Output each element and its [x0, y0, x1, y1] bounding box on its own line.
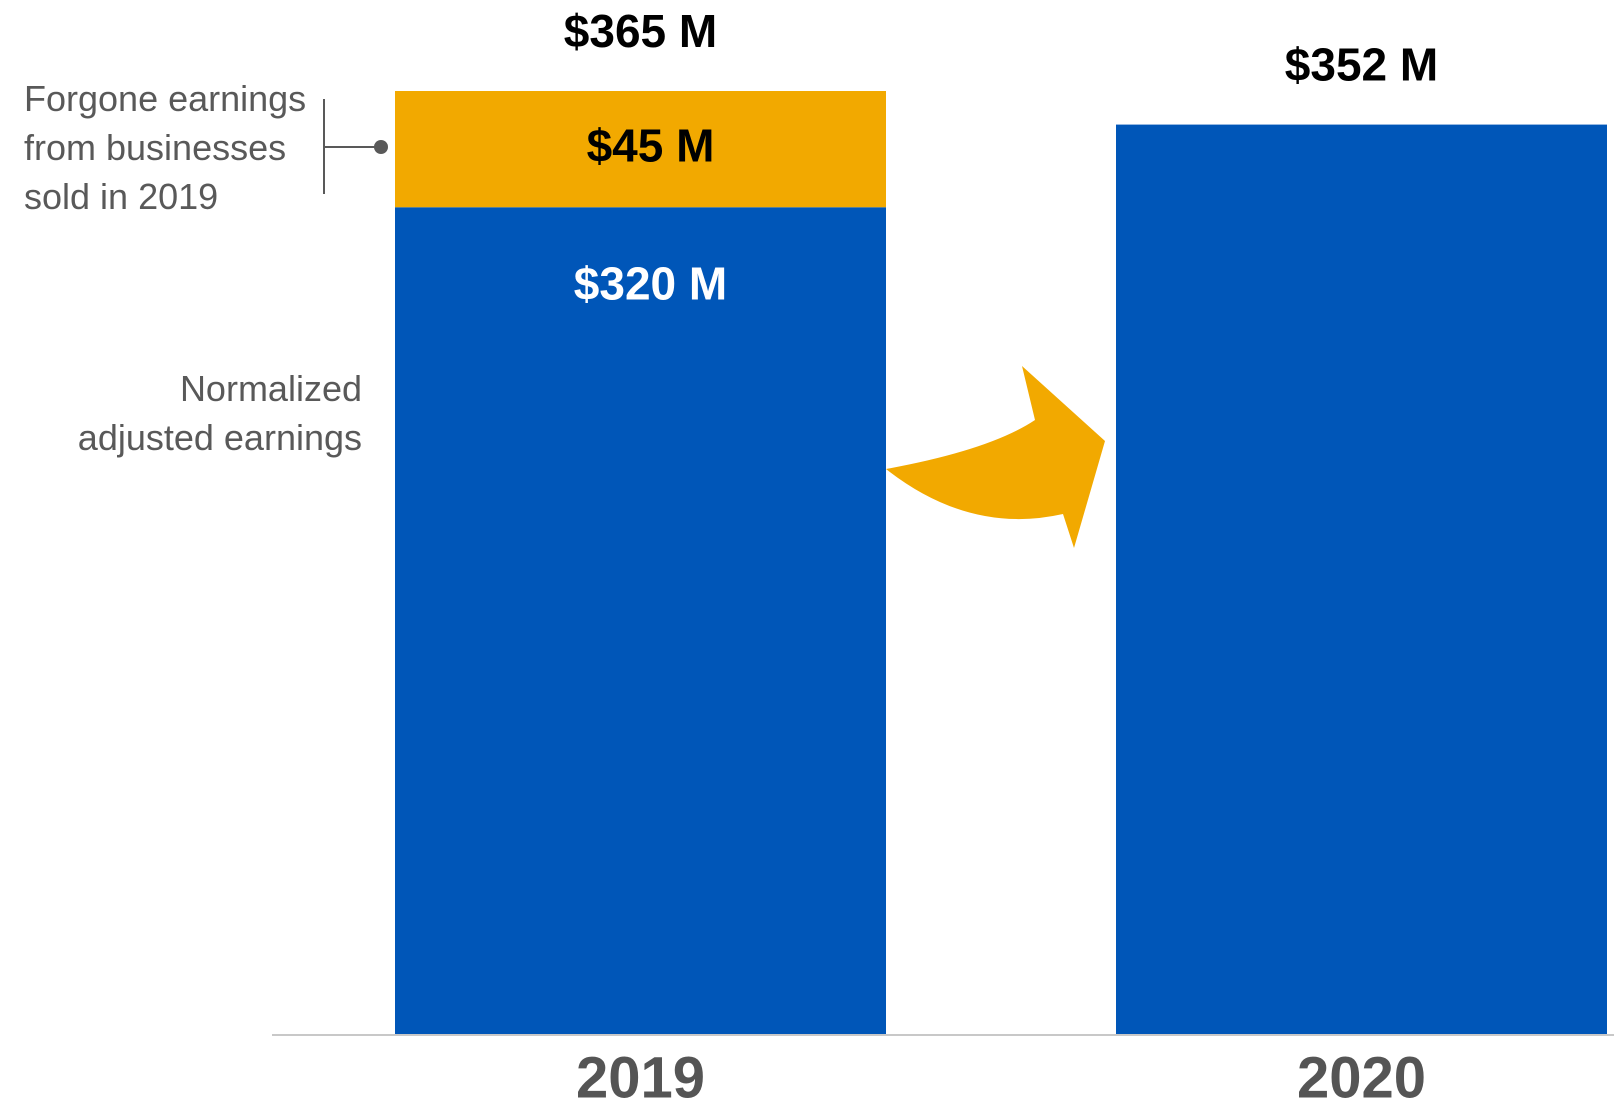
value-label: $320 M [574, 257, 727, 309]
total-label: $352 M [1285, 39, 1438, 91]
x-tick-label: 2019 [576, 1045, 705, 1110]
forgone-label: Forgone earnings from businesses sold in… [24, 78, 307, 217]
bar-segment [395, 207, 886, 1035]
bar-segment [1116, 124, 1607, 1034]
bar-segment [395, 91, 886, 208]
x-tick-label: 2020 [1297, 1045, 1426, 1110]
total-label: $365 M [564, 5, 717, 57]
arrow [886, 366, 1105, 548]
value-label: $45 M [587, 119, 715, 171]
normalized-label: Normalized adjusted earnings [77, 368, 362, 458]
annotation-dot [374, 140, 388, 154]
